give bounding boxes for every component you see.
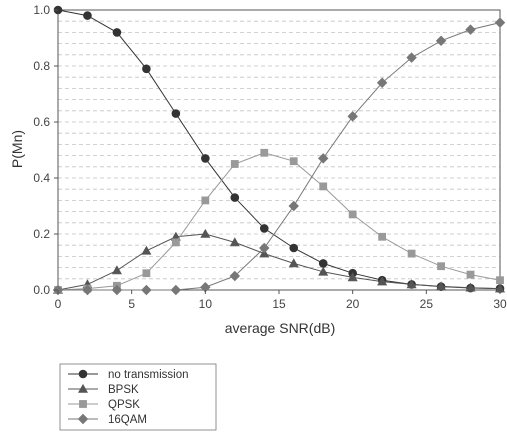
legend-item: 16QAM <box>68 413 147 426</box>
data-point <box>83 11 92 20</box>
axes <box>57 9 501 291</box>
legend-label: 16QAM <box>108 414 147 426</box>
x-tick-label: 30 <box>493 297 507 311</box>
x-tick-label: 0 <box>55 297 62 311</box>
data-point <box>377 276 388 286</box>
legend: no transmission BPSK QPSK 16QAM <box>59 363 217 431</box>
data-point <box>229 237 240 247</box>
data-point <box>112 28 122 37</box>
data-point <box>260 148 269 157</box>
legend-item: BPSK <box>68 383 139 396</box>
data-point <box>289 243 299 253</box>
data-point <box>259 242 270 254</box>
data-point <box>435 35 447 47</box>
data-point <box>171 238 180 247</box>
y-tick-label: 0.8 <box>33 59 50 73</box>
data-point <box>378 232 387 241</box>
series <box>52 5 506 296</box>
data-point <box>201 196 210 205</box>
legend-marker <box>79 400 87 408</box>
data-point <box>407 249 416 258</box>
data-point <box>406 52 417 63</box>
y-tick-label: 1.0 <box>33 3 50 17</box>
x-tick-label: 20 <box>346 297 360 311</box>
data-point <box>318 266 329 276</box>
y-tick-label: 0.2 <box>33 227 50 241</box>
series-qpsk <box>54 148 504 294</box>
x-axis-label: average SNR(dB) <box>225 320 336 336</box>
data-point <box>111 265 122 275</box>
legend-label: no transmission <box>108 369 189 381</box>
data-point <box>289 157 298 166</box>
x-tick-label: 15 <box>272 297 286 311</box>
data-point <box>200 228 211 238</box>
data-point <box>319 182 328 191</box>
legend-marker <box>77 383 89 393</box>
series-line <box>58 22 501 291</box>
legend-marker <box>77 413 89 425</box>
data-point <box>142 64 151 74</box>
data-point <box>465 282 476 292</box>
series-no-transmission <box>53 5 505 293</box>
plot-frame <box>57 9 501 291</box>
y-axis-label: P(Mn) <box>9 130 25 168</box>
data-point <box>317 153 329 164</box>
data-point <box>437 262 445 271</box>
data-point <box>288 200 299 212</box>
data-point <box>406 279 417 289</box>
legend-item: QPSK <box>68 399 140 411</box>
legend-item: no transmission <box>68 369 189 381</box>
legend-marker <box>78 369 88 379</box>
series-line <box>57 233 501 291</box>
y-tick-label: 0.4 <box>33 171 50 185</box>
series-line <box>57 9 501 290</box>
legend-label: QPSK <box>108 399 140 411</box>
data-point <box>376 77 388 89</box>
y-tick-label: 0.0 <box>33 283 50 297</box>
series-line <box>57 152 501 291</box>
x-tick-label: 10 <box>199 297 213 311</box>
data-point <box>259 224 269 233</box>
legend-label: BPSK <box>108 384 139 396</box>
data-point <box>494 17 506 28</box>
series-16qam <box>52 17 506 296</box>
data-point <box>288 258 299 268</box>
grid <box>58 20 500 280</box>
data-point <box>436 281 447 291</box>
data-point <box>111 284 123 296</box>
x-tick-label: 25 <box>420 297 434 311</box>
data-point <box>201 154 210 163</box>
data-point <box>348 210 357 219</box>
data-point <box>466 270 475 279</box>
data-point <box>170 284 182 296</box>
data-point <box>141 284 152 296</box>
data-point <box>141 245 152 255</box>
data-point <box>347 111 358 122</box>
tick-labels: 0 5 10 15 20 25 30 0.0 0.2 0.4 0.6 0.8 1.0 <box>33 3 507 311</box>
data-point <box>230 193 240 202</box>
data-point <box>82 284 93 296</box>
legend-box <box>59 363 217 431</box>
data-point <box>230 160 239 168</box>
data-point <box>318 259 328 268</box>
data-point <box>171 109 181 118</box>
data-point <box>229 270 241 282</box>
x-tick-label: 5 <box>128 297 135 311</box>
data-point <box>142 269 151 278</box>
y-tick-label: 0.6 <box>33 115 50 129</box>
data-point <box>347 272 358 282</box>
data-point <box>465 24 476 35</box>
data-point <box>496 276 504 285</box>
